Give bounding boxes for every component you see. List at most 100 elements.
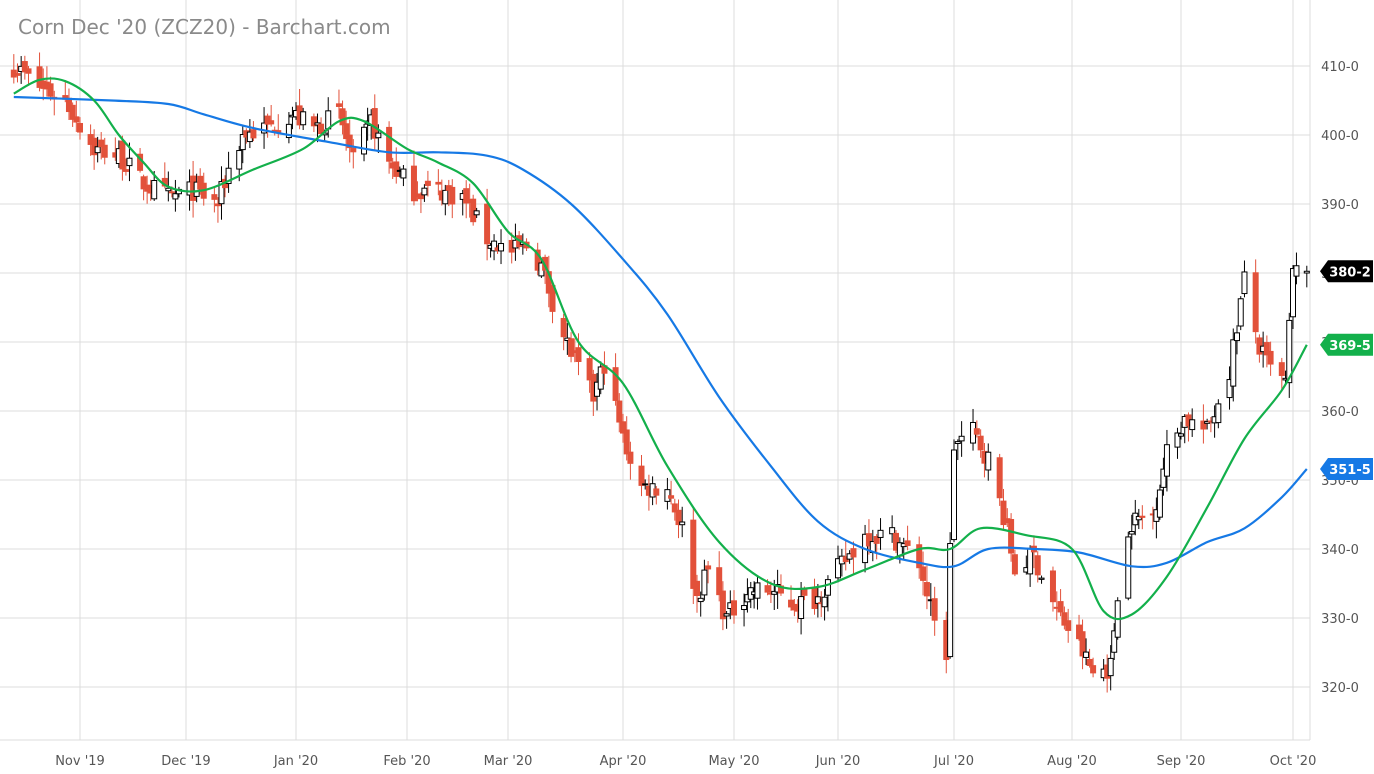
candle: [1303, 265, 1310, 288]
candle: [1038, 575, 1045, 584]
candle: [1241, 260, 1248, 298]
candle-body: [1135, 515, 1142, 521]
candle: [250, 121, 257, 142]
price-tag: 351-5: [1320, 457, 1373, 480]
candle-body: [951, 449, 957, 541]
candle: [1065, 608, 1072, 643]
candle-body: [560, 317, 567, 338]
candle: [560, 313, 567, 351]
x-tick-label: Oct '20: [1270, 754, 1317, 769]
candle: [798, 581, 805, 635]
candle: [754, 576, 761, 610]
candle: [350, 139, 357, 169]
candle-body: [723, 613, 730, 617]
candle: [873, 534, 880, 560]
candle: [1079, 619, 1086, 670]
candle: [339, 100, 346, 135]
chart-title: Corn Dec '20 (ZCZ20) - Barchart.com: [18, 15, 391, 39]
candle-body: [694, 580, 700, 597]
candle-body: [920, 566, 927, 581]
candle: [261, 107, 268, 149]
candle-body: [865, 533, 872, 547]
candle-body: [642, 483, 649, 486]
candle: [21, 55, 28, 80]
candle: [36, 52, 43, 92]
candle-body: [675, 509, 682, 526]
candle-body: [122, 169, 129, 172]
candle-body: [916, 544, 923, 569]
candle: [694, 574, 700, 613]
candle-body: [1174, 432, 1181, 448]
candle-body: [954, 441, 961, 445]
candle: [951, 439, 957, 543]
candle-body: [716, 567, 723, 596]
candle: [310, 113, 317, 133]
candle-body: [335, 103, 342, 107]
candle-body: [627, 451, 634, 464]
candle: [996, 453, 1003, 506]
candle-body: [1178, 433, 1184, 437]
candle: [225, 151, 232, 193]
candle-body: [197, 175, 204, 190]
candle: [1011, 549, 1018, 577]
candle-body: [798, 596, 805, 620]
price-tag-label: 351-5: [1329, 463, 1371, 478]
candle: [498, 229, 505, 265]
candle: [719, 581, 726, 631]
candle-body: [1230, 339, 1237, 387]
candle: [1286, 312, 1293, 398]
candle-body: [923, 582, 930, 597]
moving-average-fast-line: [13, 77, 1308, 621]
candle: [268, 105, 275, 127]
candle-body: [400, 168, 407, 179]
candle-body: [612, 367, 619, 401]
candle: [679, 506, 686, 538]
candle: [1226, 366, 1233, 410]
candle: [435, 169, 442, 196]
candle-body: [498, 243, 505, 252]
candle-body: [741, 605, 748, 611]
candle: [705, 561, 712, 584]
x-tick-label: Feb '20: [383, 754, 430, 769]
candle-body: [705, 565, 712, 570]
x-tick-label: Dec '19: [161, 754, 210, 769]
candle-body: [1128, 531, 1135, 535]
candle-body: [873, 536, 880, 544]
candle: [931, 586, 938, 636]
candle: [690, 506, 697, 605]
candle-body: [261, 122, 268, 134]
candle: [1293, 252, 1300, 285]
candle: [977, 429, 984, 458]
candle: [1230, 328, 1237, 402]
candle-body: [350, 148, 357, 153]
candle: [300, 107, 307, 130]
candle: [335, 89, 342, 119]
candle-body: [236, 150, 243, 170]
candle: [25, 65, 32, 86]
candle-body: [1065, 620, 1072, 631]
candle-body: [1034, 555, 1041, 576]
candle-body: [77, 122, 83, 133]
candle: [865, 519, 872, 555]
candle-body: [764, 585, 771, 593]
candle-body: [814, 596, 821, 604]
candle: [947, 532, 954, 659]
candle-body: [1278, 362, 1285, 376]
candle: [954, 439, 961, 461]
candle-body: [140, 176, 147, 190]
candle-body: [668, 495, 675, 499]
candle: [1049, 566, 1056, 612]
candle-body: [491, 240, 498, 252]
moving-average-slow-line: [13, 95, 1308, 569]
price-tag: 380-2: [1320, 260, 1373, 283]
candle: [442, 184, 449, 216]
candle: [1086, 648, 1093, 668]
price-tag-label: 369-5: [1329, 339, 1371, 354]
candle: [741, 593, 748, 627]
candle-body: [21, 61, 28, 73]
candle-body: [424, 180, 431, 186]
candle-body: [958, 435, 965, 442]
x-tick-label: Jul '20: [933, 754, 974, 769]
candle: [716, 551, 723, 602]
candle-body: [754, 582, 761, 599]
